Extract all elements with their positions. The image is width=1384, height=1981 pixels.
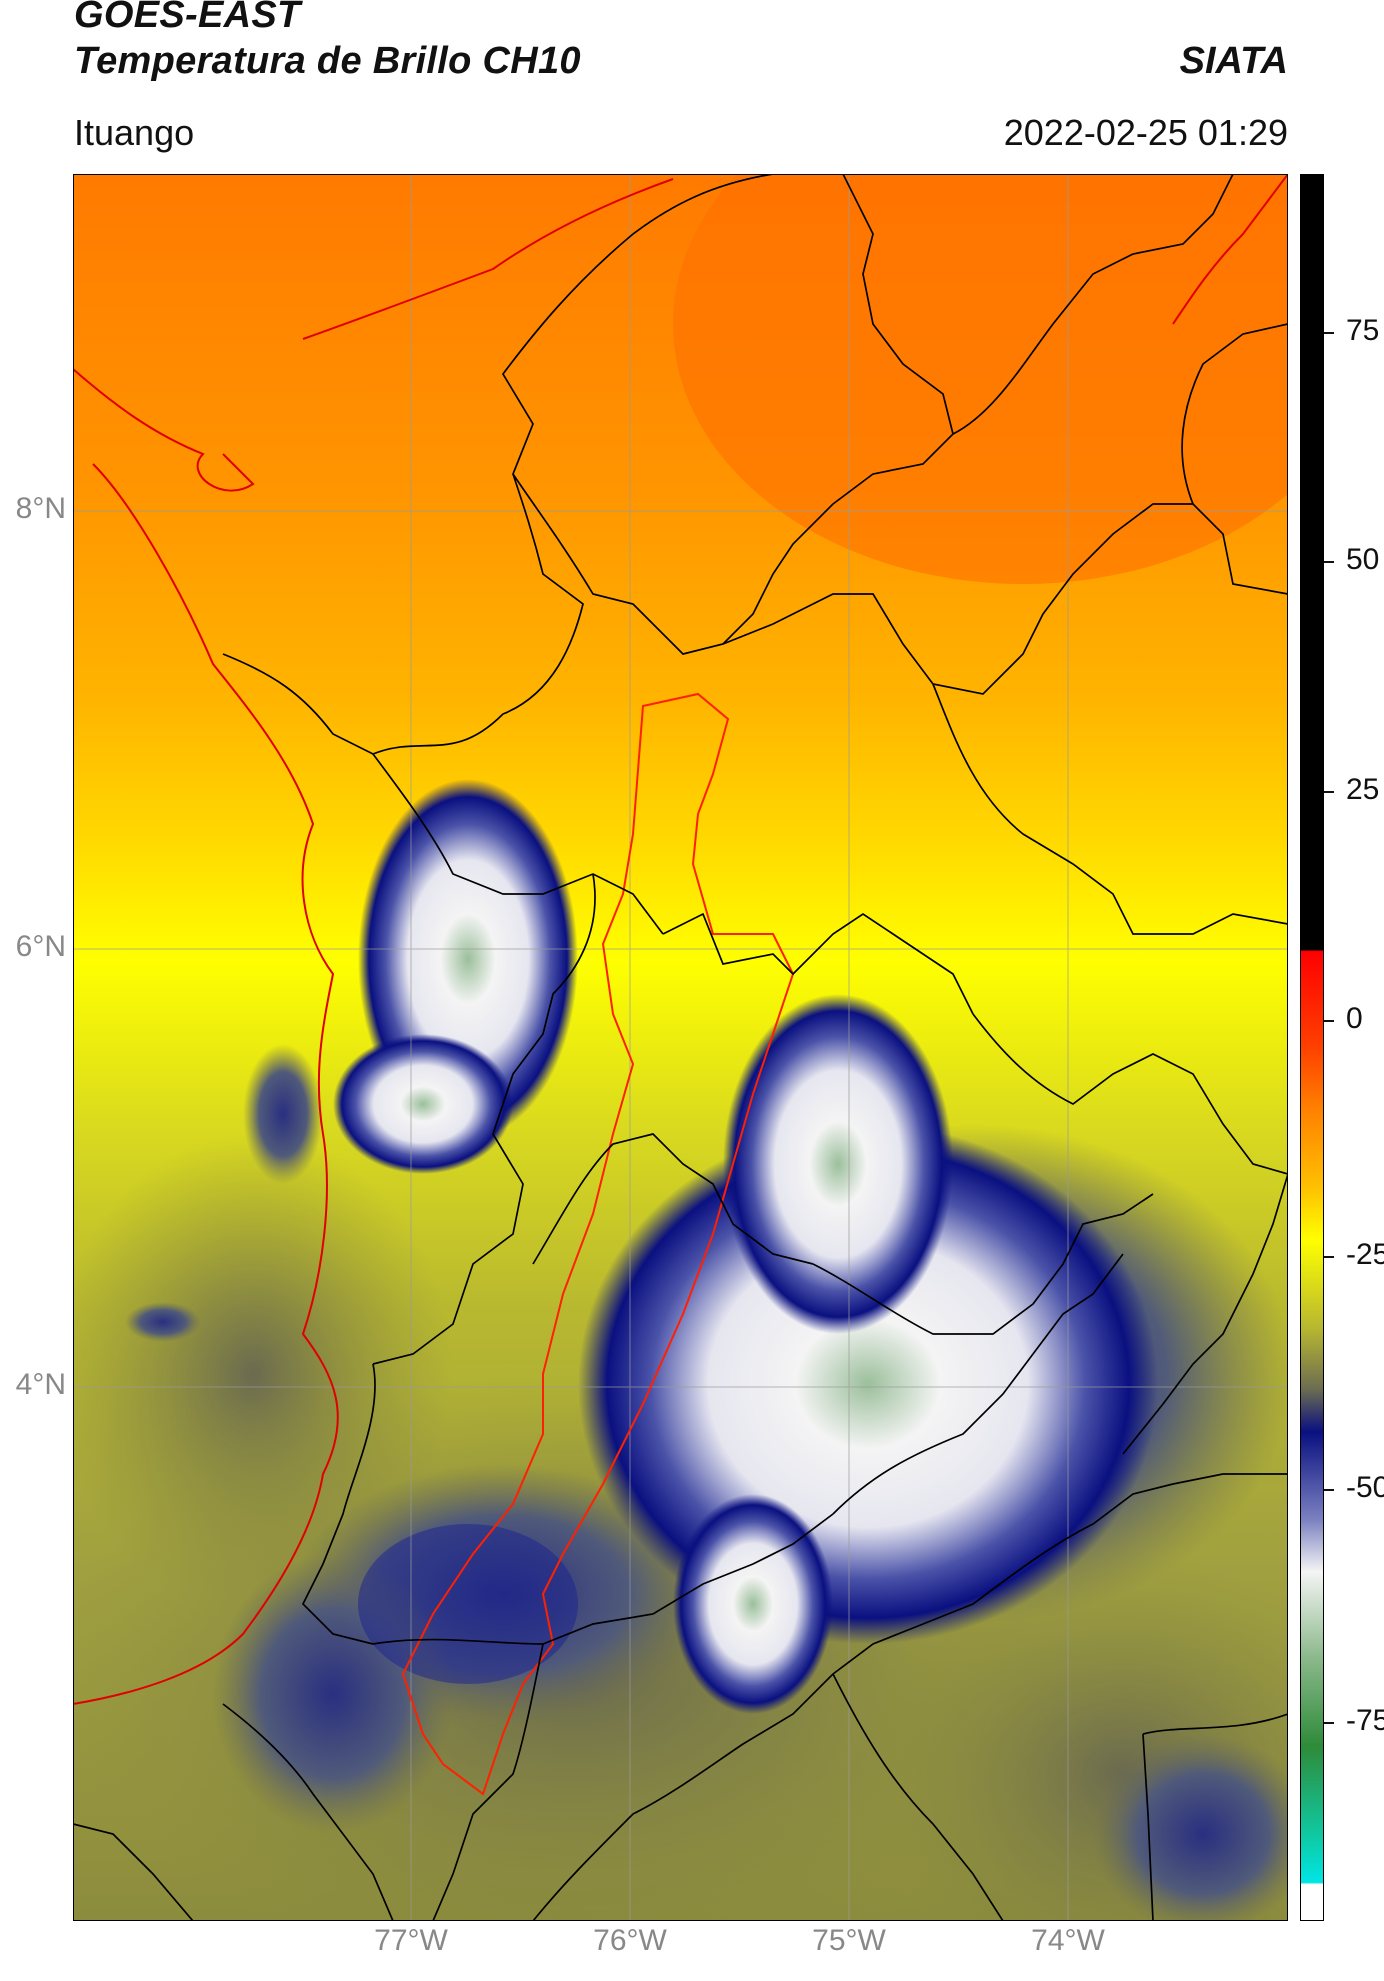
- colorbar-tick: [1324, 1489, 1334, 1491]
- organization-label: SIATA: [1179, 40, 1288, 82]
- colorbar-tick: [1324, 791, 1334, 793]
- lat-label-6n: 6°N: [15, 930, 66, 963]
- colorbar-label-25: 25: [1346, 773, 1380, 806]
- timestamp-label: 2022-02-25 01:29: [1003, 112, 1288, 153]
- lon-label-77w: 77°W: [374, 1924, 448, 1957]
- colorbar-label-minus75: -75: [1346, 1704, 1384, 1737]
- colorbar-tick: [1324, 1020, 1334, 1022]
- title-line-1: GOES-EAST: [74, 0, 301, 36]
- colorbar-label-50: 50: [1346, 543, 1380, 576]
- title-line-2: Temperatura de Brillo CH10: [74, 40, 581, 82]
- colorbar-label-0: 0: [1346, 1002, 1363, 1035]
- colorbar-tick: [1324, 1722, 1334, 1724]
- lon-label-76w: 76°W: [593, 1924, 667, 1957]
- lat-label-4n: 4°N: [15, 1368, 66, 1401]
- colorbar-tick: [1324, 561, 1334, 563]
- temperature-colorbar: [1300, 174, 1324, 1921]
- colorbar-label-minus50: -50: [1346, 1471, 1384, 1504]
- lat-label-8n: 8°N: [15, 492, 66, 525]
- colorbar-label-75: 75: [1346, 314, 1380, 347]
- colorbar-tick: [1324, 1256, 1334, 1258]
- satellite-map: [73, 174, 1288, 1921]
- region-label: Ituango: [74, 112, 195, 153]
- colorbar-label-minus25: -25: [1346, 1238, 1384, 1271]
- colorbar-tick: [1324, 332, 1334, 334]
- lon-label-74w: 74°W: [1031, 1924, 1105, 1957]
- lon-label-75w: 75°W: [812, 1924, 886, 1957]
